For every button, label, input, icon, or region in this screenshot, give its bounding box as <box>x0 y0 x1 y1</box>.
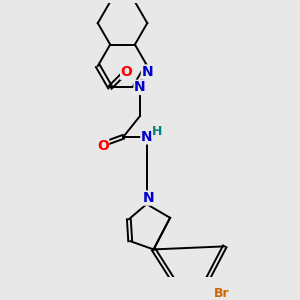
Text: N: N <box>141 65 153 79</box>
Text: Br: Br <box>213 287 229 300</box>
Text: N: N <box>134 80 146 94</box>
Text: O: O <box>121 65 133 79</box>
Text: O: O <box>97 140 109 153</box>
Text: N: N <box>142 191 154 205</box>
Text: N: N <box>141 130 152 144</box>
Text: H: H <box>152 125 162 138</box>
